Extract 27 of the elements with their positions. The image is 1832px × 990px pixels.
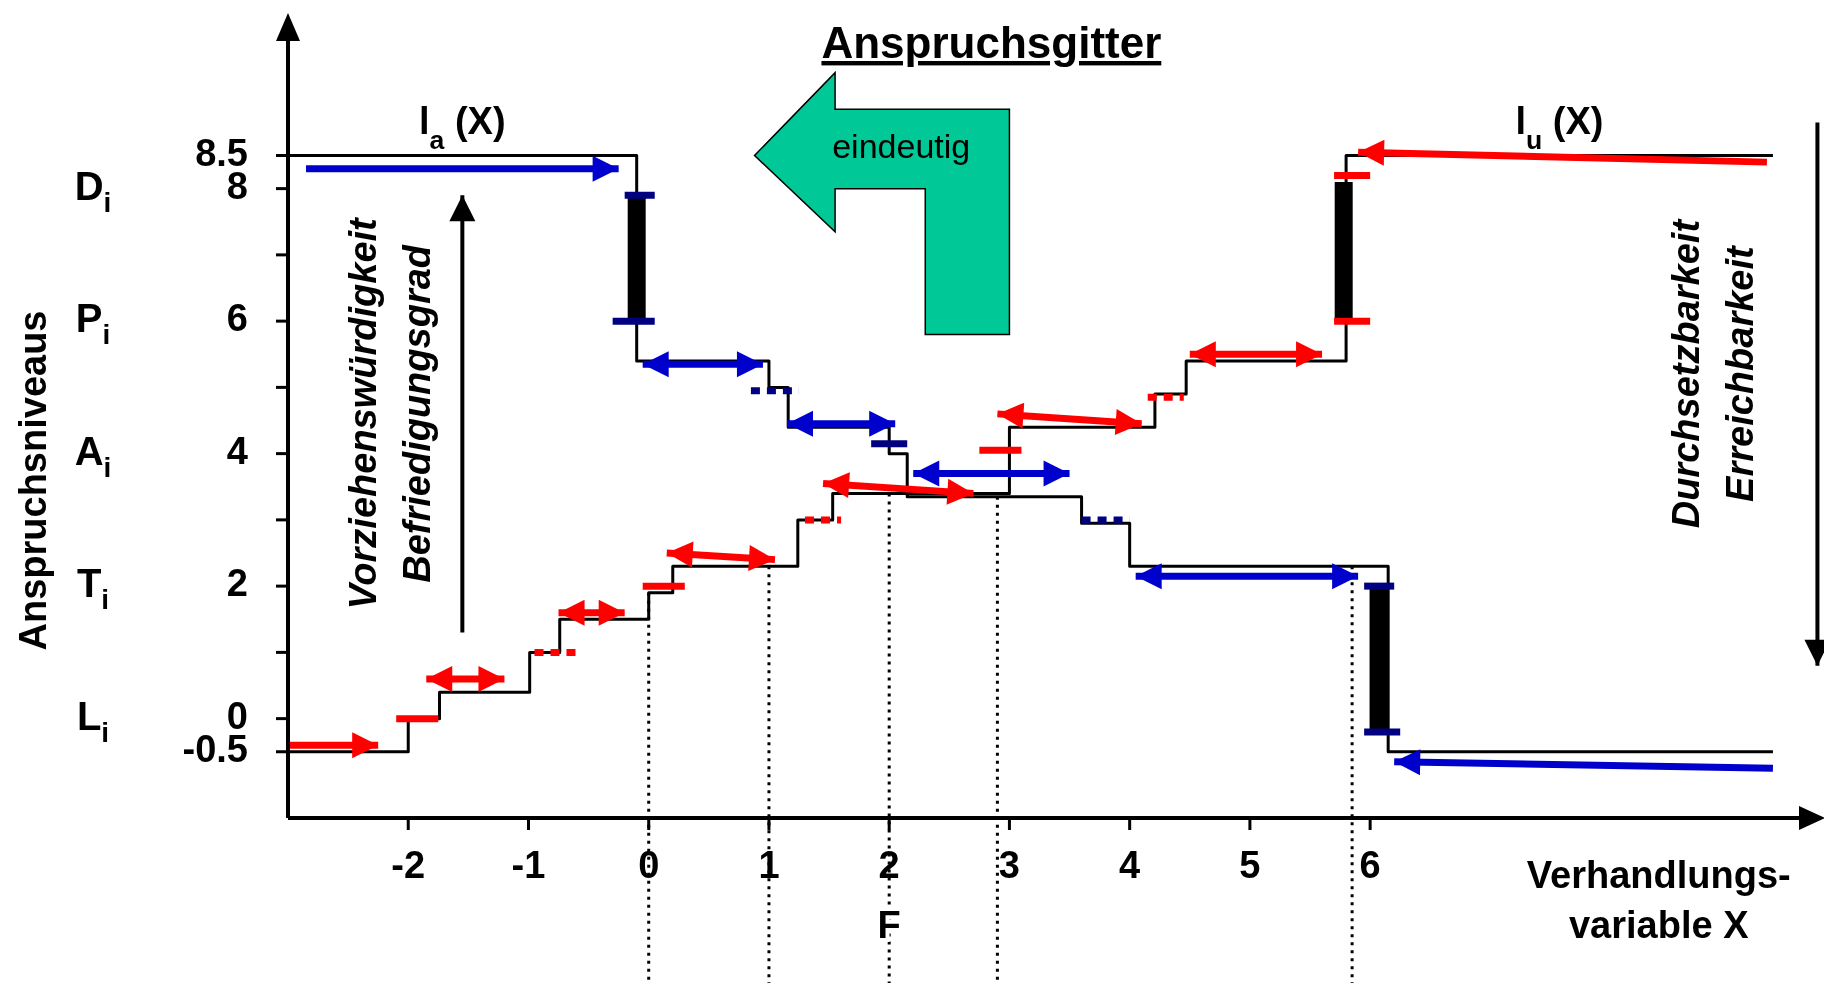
x-tick-label: 3 <box>998 844 1020 886</box>
series-label: l$_{u}$ (X) <box>1515 99 1604 155</box>
annotation: Durchsetzbarkeit <box>1664 218 1707 529</box>
annotation: eindeutig <box>832 126 971 165</box>
text: D$_{i}$ <box>74 163 112 218</box>
text: T$_{i}$ <box>76 560 110 616</box>
x-axis-title: Verhandlungs- variable X <box>1526 854 1791 946</box>
y-tick-label: 2 <box>226 562 248 605</box>
annotation: Befriedigungsgrad <box>396 244 439 583</box>
x-tick-label: 4 <box>1119 844 1141 886</box>
y-tick-label: 4 <box>226 429 248 472</box>
x-tick-label: -2 <box>391 844 426 886</box>
annotation: Erreichbarkeit <box>1718 245 1761 502</box>
y-axis-title: Anspruchsniveaus <box>12 310 55 651</box>
series-label: l$_{a}$ (X) <box>419 99 506 155</box>
text: L$_{i}$ <box>76 693 110 748</box>
y-tick-label: 6 <box>226 297 248 340</box>
text: A$_{i}$ <box>74 428 112 483</box>
ref-line-label: F <box>877 904 901 946</box>
x-tick-label: 6 <box>1359 844 1381 886</box>
x-tick-label: 0 <box>638 844 660 886</box>
x-tick-label: 5 <box>1239 844 1261 886</box>
chart-title: Anspruchsgitter <box>821 18 1162 67</box>
text: P$_{i}$ <box>75 295 111 351</box>
x-tick-label: -1 <box>511 844 546 886</box>
x-tick-label: 2 <box>878 844 900 886</box>
annotation: Vorziehenswürdigkeit <box>342 216 385 610</box>
